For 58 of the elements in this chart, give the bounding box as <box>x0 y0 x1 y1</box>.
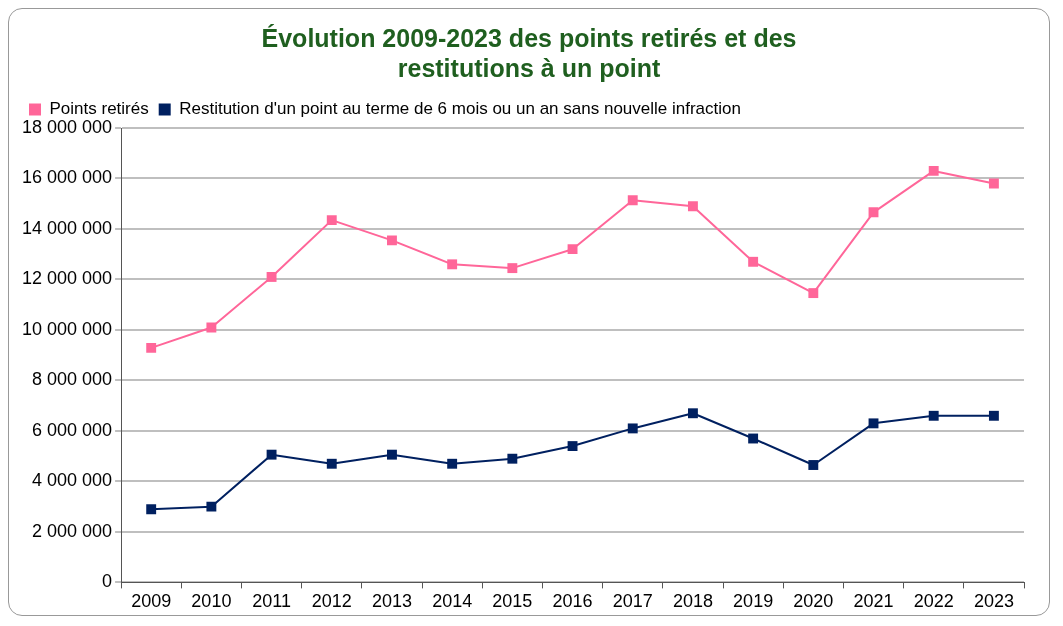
x-tick-label: 2014 <box>432 591 473 612</box>
point <box>326 215 337 226</box>
point <box>988 410 999 421</box>
point <box>748 256 759 267</box>
x-tick-label: 2018 <box>672 591 713 612</box>
point <box>507 453 518 464</box>
point <box>567 244 578 255</box>
y-tick-label: 4 000 000 <box>32 470 113 491</box>
point <box>206 501 217 512</box>
x-tick-label: 2019 <box>733 591 774 612</box>
point <box>928 165 939 176</box>
y-tick-label: 12 000 000 <box>21 268 113 289</box>
legend-label: Restitution d'un point au terme de 6 mois ou un an sans nouvelle infraction <box>179 99 741 119</box>
x-tick-label: 2011 <box>252 591 291 612</box>
y-tick-label: 18 000 000 <box>21 116 113 137</box>
x-tick-label: 2009 <box>131 591 172 612</box>
x-tick-label: 2021 <box>853 591 894 612</box>
chart-title: Évolution 2009-2023 des points retirés et des restitutions à un point <box>260 23 798 83</box>
y-tick-label: 0 <box>102 571 113 592</box>
y-tick-label: 2 000 000 <box>32 520 113 541</box>
point <box>206 322 217 333</box>
point <box>266 271 277 282</box>
point <box>687 408 698 419</box>
x-tick-label: 2012 <box>311 591 352 612</box>
legend-label: Points retirés <box>49 99 149 119</box>
y-tick-label: 10 000 000 <box>21 318 113 339</box>
y-tick-label: 8 000 000 <box>32 369 113 390</box>
y-tick-label: 14 000 000 <box>21 217 113 238</box>
point <box>326 458 337 469</box>
x-tick-label: 2010 <box>191 591 232 612</box>
point <box>687 201 698 212</box>
point <box>748 433 759 444</box>
point <box>868 418 879 429</box>
point <box>988 178 999 189</box>
point <box>387 235 397 246</box>
point <box>627 423 638 434</box>
x-tick-label: 2017 <box>612 591 653 612</box>
x-tick-label: 2022 <box>913 591 954 612</box>
point <box>447 458 458 469</box>
point <box>627 195 638 206</box>
point <box>146 342 157 353</box>
x-tick-label: 2015 <box>492 591 533 612</box>
y-tick-label: 6 000 000 <box>32 419 113 440</box>
x-tick-label: 2023 <box>973 591 1014 612</box>
point <box>387 449 397 460</box>
point <box>507 263 518 274</box>
point <box>447 259 458 270</box>
x-tick-label: 2020 <box>793 591 834 612</box>
point <box>567 441 578 452</box>
y-tick-label: 16 000 000 <box>21 167 113 188</box>
x-tick-label: 2013 <box>371 591 412 612</box>
point <box>928 410 939 421</box>
point <box>266 449 277 460</box>
point <box>808 460 819 470</box>
x-tick-label: 2016 <box>552 591 593 612</box>
point <box>868 207 879 218</box>
point <box>146 504 157 515</box>
point <box>808 288 819 299</box>
